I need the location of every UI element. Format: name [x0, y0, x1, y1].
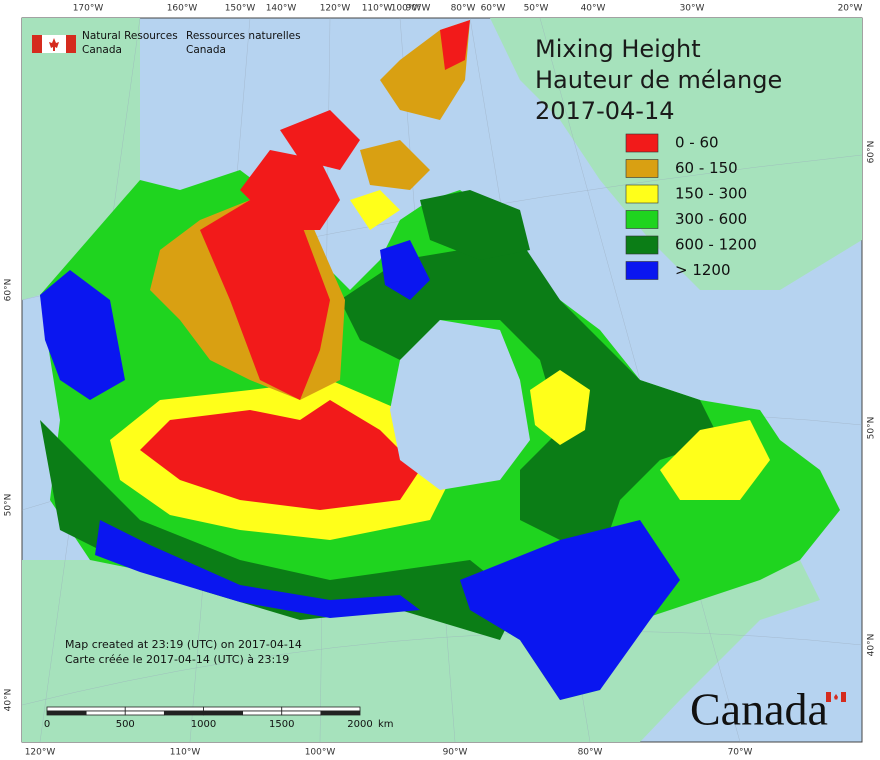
legend-swatch — [625, 184, 659, 204]
zone — [280, 110, 360, 170]
top-lon-label: 110°W — [362, 4, 393, 14]
flag-bar — [826, 692, 831, 702]
left-lat-label: 50°N — [4, 494, 14, 517]
legend-label: 600 - 1200 — [675, 236, 757, 254]
title-en: Mixing Height — [535, 35, 701, 63]
right-lat-label: 60°N — [867, 141, 877, 164]
zone — [460, 520, 680, 700]
right-lat-label: 50°N — [867, 417, 877, 440]
left-lat-label: 40°N — [4, 689, 14, 712]
canada-wordmark: Canada — [690, 684, 846, 735]
nrcan-signature: Natural Resources Canada Ressources natu… — [32, 30, 301, 56]
org-en: Canada — [82, 44, 122, 56]
maple-leaf — [834, 694, 838, 700]
note-fr: Carte créée le 2017-04-14 (UTC) à 23:19 — [65, 653, 289, 666]
legend-swatch — [625, 159, 659, 178]
legend-label: 0 - 60 — [675, 134, 719, 152]
scale-label: 1000 — [191, 719, 216, 730]
bottom-lon-label: 120°W — [25, 748, 56, 758]
zone — [360, 140, 430, 190]
legend-label: > 1200 — [675, 261, 731, 279]
scale-bar: 0 500 1000 1500 2000 km — [44, 706, 394, 730]
top-lon-label: 90°W — [406, 4, 431, 14]
scale-segment — [203, 706, 283, 712]
top-lon-label: 30°W — [680, 4, 705, 14]
legend-swatch — [625, 261, 659, 280]
scale-segment — [281, 706, 361, 712]
top-lon-label: 50°W — [524, 4, 549, 14]
scale-segment — [163, 710, 204, 716]
top-lon-label: 170°W — [73, 4, 104, 14]
scale-segment — [203, 710, 244, 716]
zone — [350, 190, 400, 230]
scale-label: 2000 — [347, 719, 372, 730]
scale-segment — [320, 710, 361, 716]
hudson-bay — [390, 320, 530, 490]
scale-segment — [124, 706, 204, 712]
scale-segment — [85, 710, 126, 716]
scale-segment — [281, 710, 322, 716]
bottom-lon-label: 90°W — [443, 748, 468, 758]
zone — [530, 370, 590, 445]
top-lon-label: 100°W — [391, 4, 422, 14]
bottom-lon-label: 100°W — [305, 748, 336, 758]
greenland — [490, 18, 862, 290]
scale-unit: km — [378, 719, 394, 730]
zone — [200, 200, 330, 400]
zone — [420, 190, 530, 260]
legend-swatch — [625, 210, 659, 229]
map — [21, 17, 863, 743]
top-lon-label: 140°W — [266, 4, 297, 14]
zone — [40, 270, 125, 400]
scale-label: 0 — [44, 719, 50, 730]
legend-swatch — [625, 133, 659, 153]
legend-label: 60 - 150 — [675, 159, 738, 177]
top-lon-label: 80°W — [451, 4, 476, 14]
top-lon-label: 160°W — [167, 4, 198, 14]
top-lon-label: 20°W — [838, 4, 863, 14]
title-fr: Hauteur de mélange — [535, 66, 782, 94]
scale-segment — [46, 706, 126, 712]
scale-label: 1500 — [269, 719, 294, 730]
right-lat-label: 40°N — [867, 634, 877, 657]
org-en: Natural Resources — [82, 30, 178, 42]
zone — [95, 520, 420, 618]
zone — [240, 150, 340, 230]
org-fr: Canada — [186, 44, 226, 56]
top-lon-label: 120°W — [320, 4, 351, 14]
top-lon-label: 40°W — [581, 4, 606, 14]
zone — [140, 400, 420, 510]
alaska — [22, 18, 140, 300]
zone — [40, 420, 520, 640]
zone — [380, 240, 430, 300]
wordmark: Canada — [690, 684, 828, 735]
org-fr: Ressources naturelles — [186, 30, 301, 42]
top-lon-label: 60°W — [481, 4, 506, 14]
legend-label: 150 - 300 — [675, 185, 747, 203]
top-lon-label: 150°W — [225, 4, 256, 14]
legend-label: 300 - 600 — [675, 210, 747, 228]
date: 2017-04-14 — [535, 97, 674, 125]
left-lat-label: 60°N — [4, 279, 14, 302]
flag-bar — [841, 692, 846, 702]
zone — [340, 240, 720, 560]
bottom-lon-label: 80°W — [578, 748, 603, 758]
scale-segment — [46, 710, 87, 716]
bottom-lon-label: 70°W — [728, 748, 753, 758]
flag-bar — [32, 35, 42, 53]
note-en: Map created at 23:19 (UTC) on 2017-04-14 — [65, 638, 302, 651]
scale-segment — [124, 710, 165, 716]
legend-swatch — [625, 235, 659, 255]
zone — [440, 20, 470, 70]
zone — [660, 420, 770, 500]
bottom-lon-label: 110°W — [170, 748, 201, 758]
maple-leaf — [49, 38, 59, 51]
scale-segment — [242, 710, 283, 716]
usa — [22, 560, 820, 742]
flag-bar — [66, 35, 76, 53]
legend: 0 - 60 60 - 150 150 - 300 300 - 600 600 - 12… — [625, 133, 757, 280]
scale-label: 500 — [116, 719, 135, 730]
